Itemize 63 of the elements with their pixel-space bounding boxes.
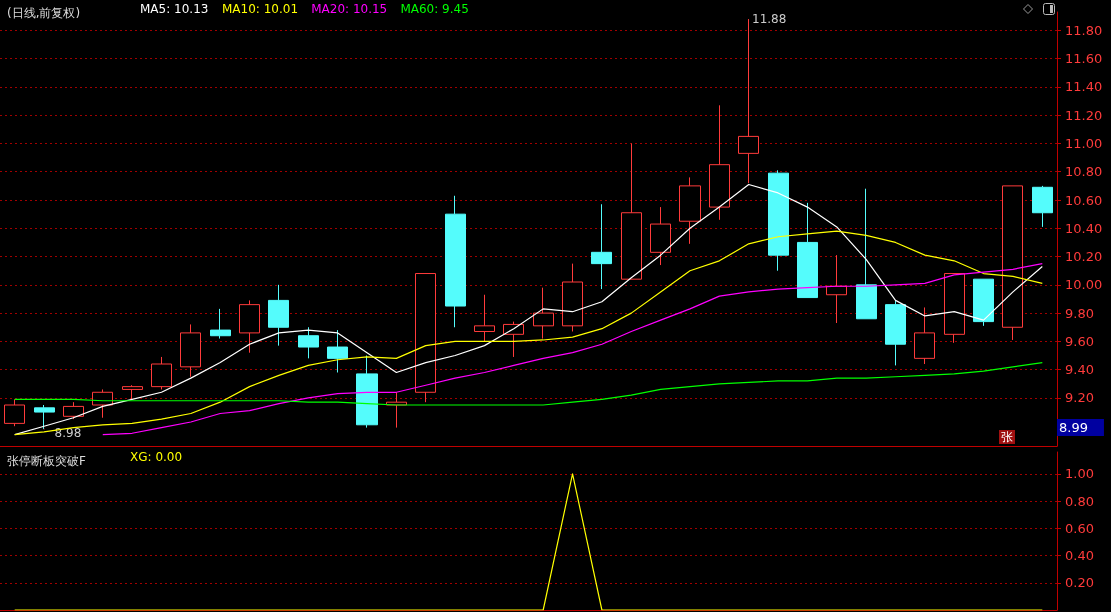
candlestick [679, 176, 701, 245]
y-tick-label: 0.40 [1065, 548, 1094, 564]
annotation: 11.88 [752, 12, 787, 26]
annotation: 张 [1001, 430, 1013, 444]
candlestick [445, 195, 466, 328]
candlestick [1002, 185, 1023, 341]
y-tick-label: 11.20 [1065, 107, 1103, 123]
candlestick [533, 287, 554, 340]
candlestick [151, 356, 172, 390]
candlestick [239, 299, 260, 354]
y-tick-label: 11.00 [1065, 135, 1103, 151]
y-tick-label: 0.80 [1065, 493, 1094, 509]
text: XG: 0.00 [130, 450, 183, 464]
candlestick [92, 388, 113, 419]
candlestick [327, 329, 348, 373]
chart-title: (日线,前复权) [7, 6, 81, 20]
candlestick [562, 263, 583, 332]
candlestick [4, 398, 25, 427]
candlestick [797, 202, 818, 299]
candlestick [210, 308, 231, 340]
y-tick-label: 11.80 [1065, 22, 1103, 38]
candlestick [180, 323, 201, 378]
candlestick [914, 306, 935, 365]
y-tick-label: 9.20 [1065, 390, 1094, 406]
text: MA10: 10.01 [222, 2, 299, 16]
text: MA20: 10.15 [311, 2, 388, 16]
chart-title: 张停断板突破F [7, 454, 86, 468]
line-series [14, 361, 1043, 406]
candlestick [944, 273, 965, 344]
candlestick [768, 169, 789, 272]
y-tick-label: 9.40 [1065, 362, 1094, 378]
text: MA5: 10.13 [140, 2, 209, 16]
candlestick [63, 401, 84, 420]
candlestick [298, 326, 319, 359]
y-tick-label: 10.00 [1065, 277, 1103, 293]
y-tick-label: 11.60 [1065, 51, 1103, 67]
y-tick-label: 11.40 [1065, 79, 1103, 95]
text: 8.99 [1059, 420, 1088, 435]
candlestick [356, 355, 378, 429]
annotation: 8.98 [54, 426, 82, 441]
y-tick-label: 10.20 [1065, 249, 1103, 265]
candlestick [1032, 185, 1053, 228]
y-tick-label: 9.60 [1065, 333, 1094, 349]
candlestick [826, 254, 847, 324]
y-tick-label: 1.00 [1065, 466, 1094, 482]
y-tick-label: 0.20 [1065, 575, 1094, 591]
candlestick [973, 278, 994, 327]
y-tick-label: 10.40 [1065, 220, 1103, 236]
candlestick [650, 206, 671, 266]
y-tick-label: 10.80 [1065, 164, 1103, 180]
candlestick [856, 188, 877, 320]
y-tick-label: 0.60 [1065, 520, 1094, 536]
candlestick [591, 203, 612, 290]
candlestick [474, 294, 495, 342]
y-tick-label: 10.60 [1065, 192, 1103, 208]
y-tick-label: 9.80 [1065, 305, 1094, 321]
text: MA60: 9.45 [400, 2, 469, 16]
candlestick [621, 142, 642, 280]
candlestick [122, 384, 143, 400]
candlestick [709, 104, 730, 221]
candlestick [415, 273, 436, 403]
candlestick [885, 299, 906, 366]
candlestick [268, 284, 289, 347]
